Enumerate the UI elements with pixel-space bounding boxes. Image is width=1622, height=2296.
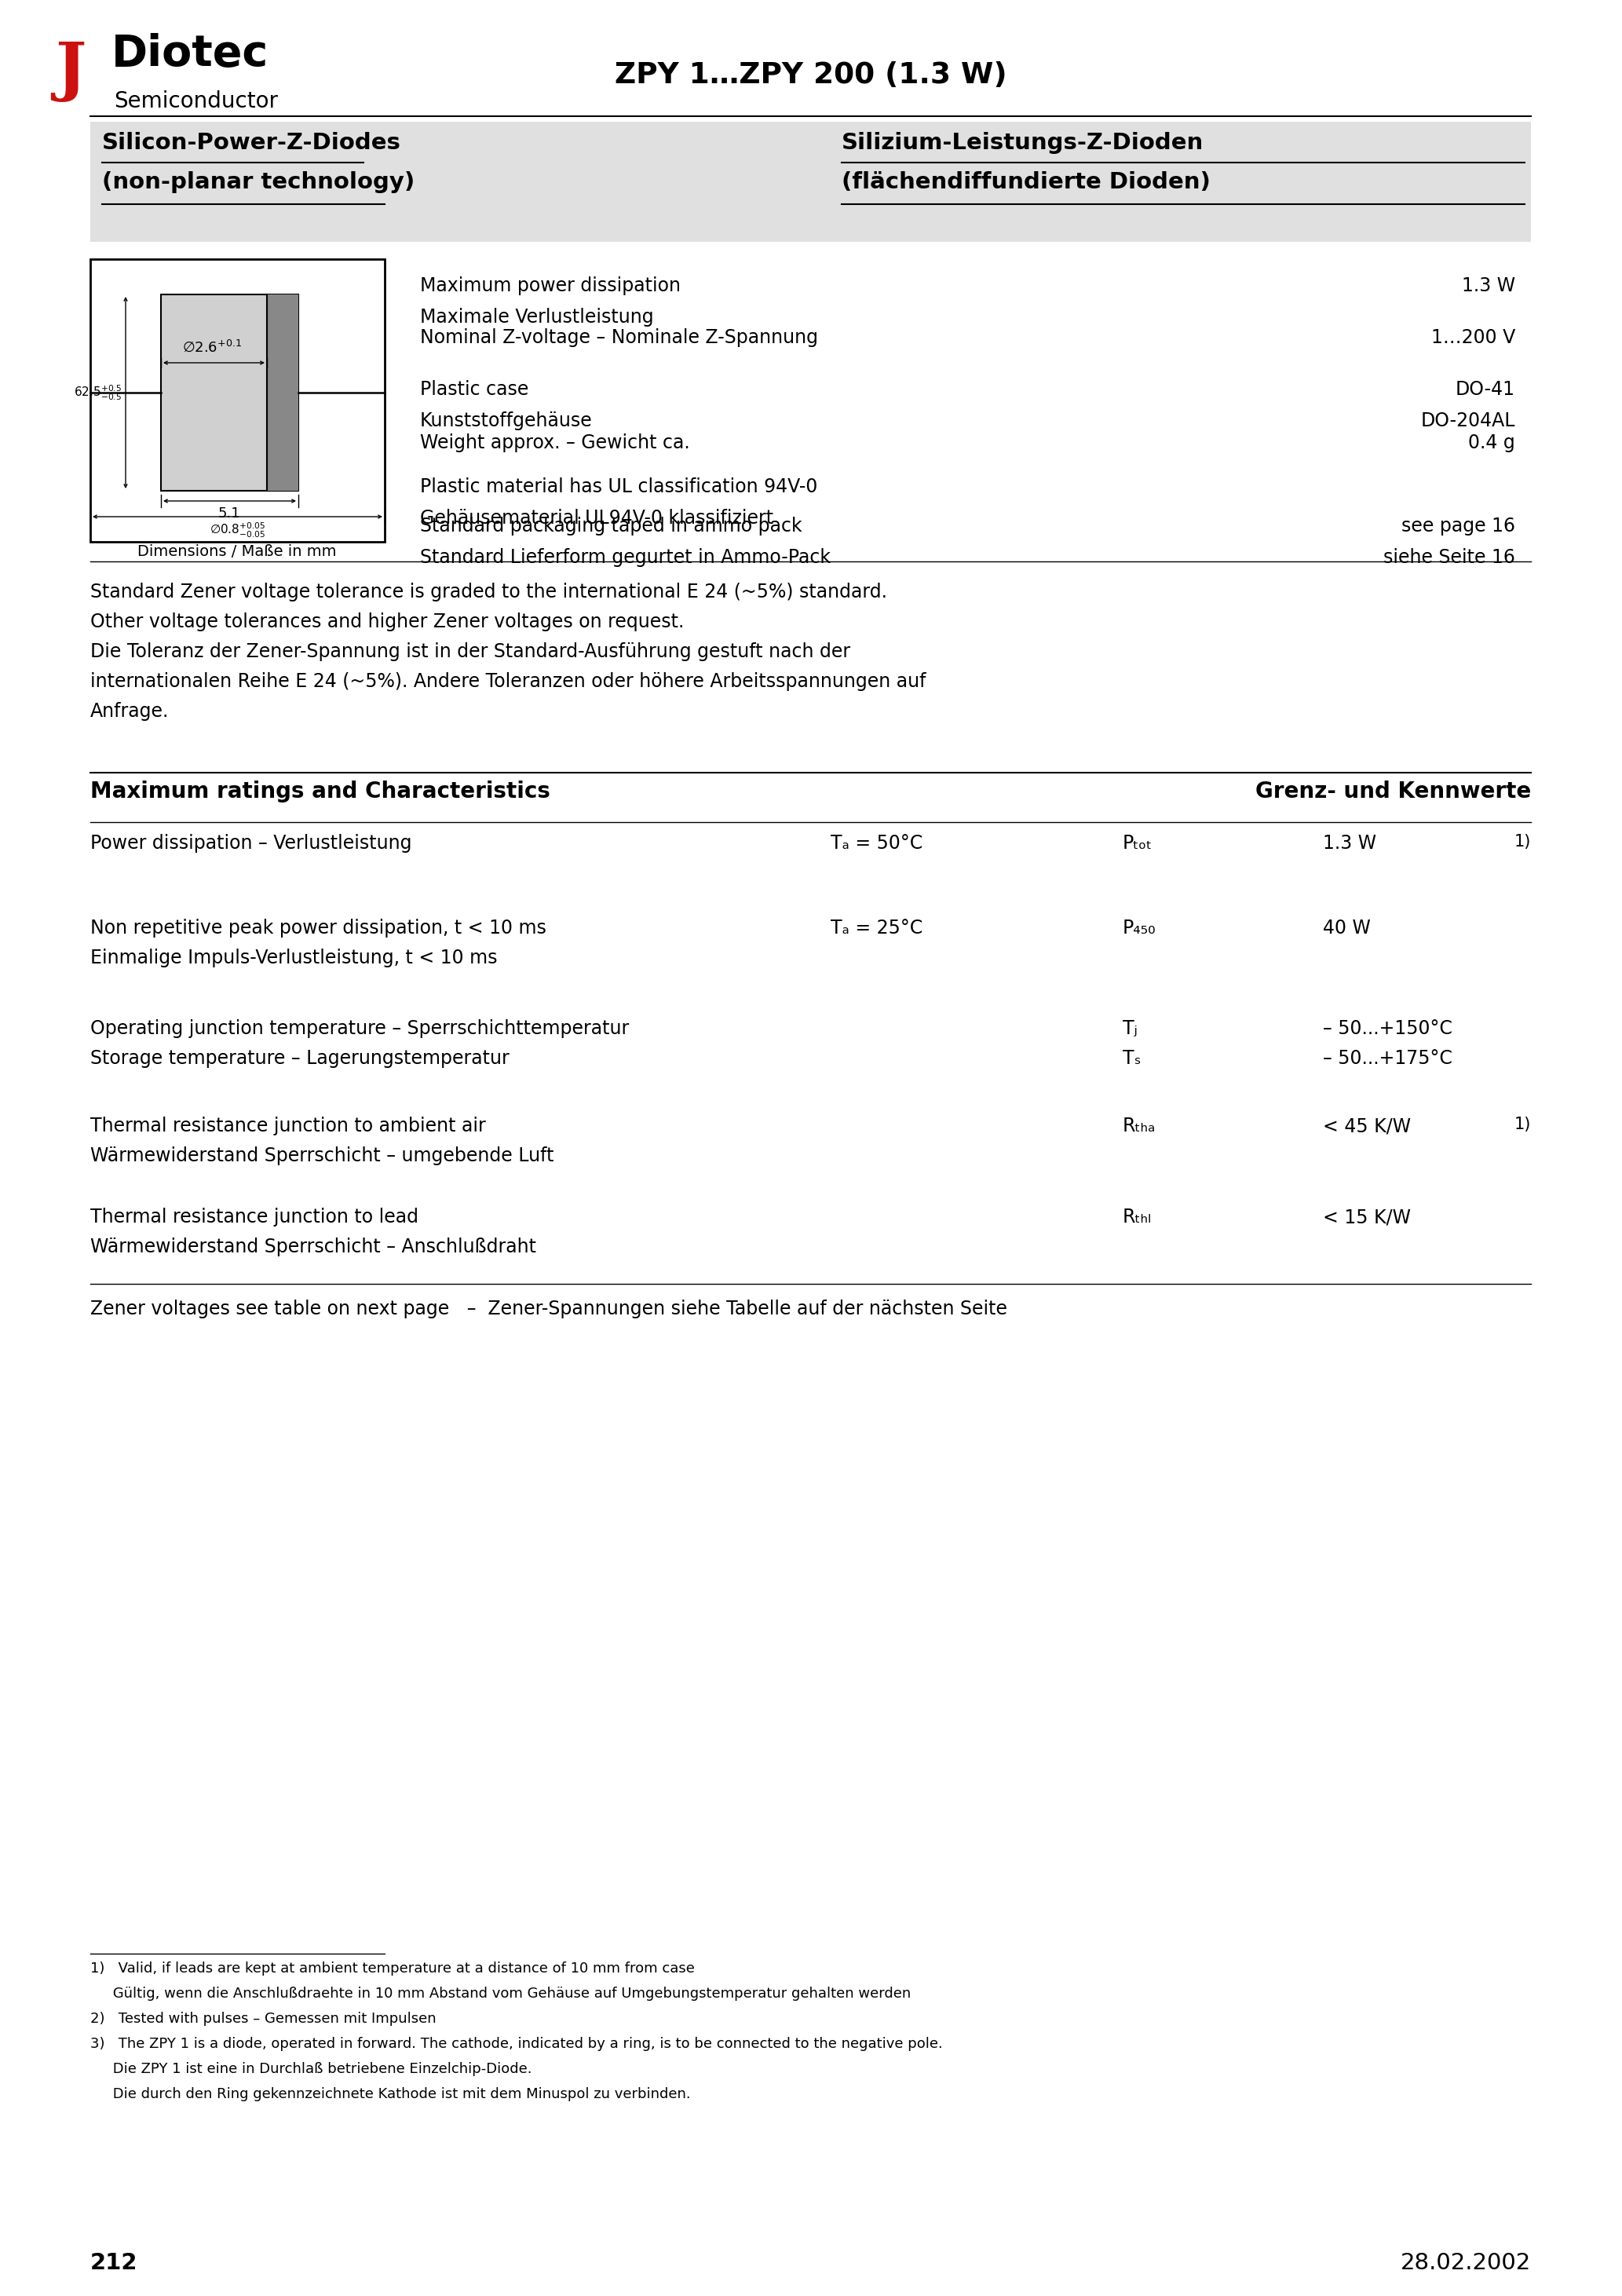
Text: Tₛ: Tₛ xyxy=(1122,1049,1140,1068)
Text: Non repetitive peak power dissipation, t < 10 ms: Non repetitive peak power dissipation, t… xyxy=(91,918,547,937)
Text: Gültig, wenn die Anschlußdraehte in 10 mm Abstand vom Gehäuse auf Umgebungstempe: Gültig, wenn die Anschlußdraehte in 10 m… xyxy=(91,1986,912,2000)
Text: Semiconductor: Semiconductor xyxy=(114,90,277,113)
Text: internationalen Reihe E 24 (~5%). Andere Toleranzen oder höhere Arbeitsspannunge: internationalen Reihe E 24 (~5%). Andere… xyxy=(91,673,926,691)
Text: Pₜₒₜ: Pₜₒₜ xyxy=(1122,833,1153,852)
Text: siehe Seite 16: siehe Seite 16 xyxy=(1384,549,1515,567)
Text: $\varnothing$2.6$^{+0.1}$: $\varnothing$2.6$^{+0.1}$ xyxy=(182,340,242,356)
Text: 62.5$^{+0.5}_{-0.5}$: 62.5$^{+0.5}_{-0.5}$ xyxy=(75,383,122,402)
Text: – 50...+175°C: – 50...+175°C xyxy=(1324,1049,1452,1068)
Text: ZPY 1…ZPY 200 (1.3 W): ZPY 1…ZPY 200 (1.3 W) xyxy=(615,62,1007,90)
Text: Power dissipation – Verlustleistung: Power dissipation – Verlustleistung xyxy=(91,833,412,852)
Text: Thermal resistance junction to ambient air: Thermal resistance junction to ambient a… xyxy=(91,1116,485,1137)
Text: Gehäusematerial UL94V-0 klassifiziert: Gehäusematerial UL94V-0 klassifiziert xyxy=(420,510,774,528)
Text: Anfrage.: Anfrage. xyxy=(91,703,169,721)
Text: (non-planar technology): (non-planar technology) xyxy=(102,172,415,193)
Bar xyxy=(161,294,298,491)
Text: Tⱼ: Tⱼ xyxy=(1122,1019,1137,1038)
Text: P₄₅₀: P₄₅₀ xyxy=(1122,918,1156,937)
Bar xyxy=(91,122,1531,241)
Text: Silicon-Power-Z-Diodes: Silicon-Power-Z-Diodes xyxy=(102,131,401,154)
Text: Plastic material has UL classification 94V-0: Plastic material has UL classification 9… xyxy=(420,478,817,496)
Text: 28.02.2002: 28.02.2002 xyxy=(1400,2252,1531,2273)
Text: Tₐ = 25°C: Tₐ = 25°C xyxy=(830,918,923,937)
Text: Grenz- und Kennwerte: Grenz- und Kennwerte xyxy=(1255,781,1531,804)
Text: 1.3 W: 1.3 W xyxy=(1324,833,1377,852)
Text: < 45 K/W: < 45 K/W xyxy=(1324,1116,1411,1137)
Text: DO-204AL: DO-204AL xyxy=(1421,411,1515,429)
Text: Maximale Verlustleistung: Maximale Verlustleistung xyxy=(420,308,654,326)
Text: 5.1: 5.1 xyxy=(217,507,240,521)
Text: Operating junction temperature – Sperrschichttemperatur: Operating junction temperature – Sperrsc… xyxy=(91,1019,629,1038)
Text: J: J xyxy=(55,39,86,101)
Text: Zener voltages see table on next page   –  Zener-Spannungen siehe Tabelle auf de: Zener voltages see table on next page – … xyxy=(91,1300,1007,1318)
Text: 40 W: 40 W xyxy=(1324,918,1371,937)
Text: Wärmewiderstand Sperrschicht – umgebende Luft: Wärmewiderstand Sperrschicht – umgebende… xyxy=(91,1146,553,1166)
Text: Silizium-Leistungs-Z-Dioden: Silizium-Leistungs-Z-Dioden xyxy=(842,131,1204,154)
Text: Storage temperature – Lagerungstemperatur: Storage temperature – Lagerungstemperatu… xyxy=(91,1049,509,1068)
Text: Einmalige Impuls-Verlustleistung, t < 10 ms: Einmalige Impuls-Verlustleistung, t < 10… xyxy=(91,948,498,967)
Text: 1.3 W: 1.3 W xyxy=(1461,276,1515,296)
Text: Maximum ratings and Characteristics: Maximum ratings and Characteristics xyxy=(91,781,550,804)
Text: 1): 1) xyxy=(1515,1116,1531,1132)
Text: Kunststoffgehäuse: Kunststoffgehäuse xyxy=(420,411,592,429)
Bar xyxy=(268,294,298,491)
Text: Dimensions / Maße in mm: Dimensions / Maße in mm xyxy=(138,544,337,560)
Text: Thermal resistance junction to lead: Thermal resistance junction to lead xyxy=(91,1208,418,1226)
Text: 1): 1) xyxy=(1515,833,1531,850)
Text: Standard packaging taped in ammo pack: Standard packaging taped in ammo pack xyxy=(420,517,801,535)
Text: 0.4 g: 0.4 g xyxy=(1468,434,1515,452)
Text: Weight approx. – Gewicht ca.: Weight approx. – Gewicht ca. xyxy=(420,434,689,452)
Text: 2)   Tested with pulses – Gemessen mit Impulsen: 2) Tested with pulses – Gemessen mit Imp… xyxy=(91,2011,436,2025)
Text: DO-41: DO-41 xyxy=(1455,381,1515,400)
Text: (flächendiffundierte Dioden): (flächendiffundierte Dioden) xyxy=(842,172,1210,193)
Text: Other voltage tolerances and higher Zener voltages on request.: Other voltage tolerances and higher Zene… xyxy=(91,613,684,631)
Text: Nominal Z-voltage – Nominale Z-Spannung: Nominal Z-voltage – Nominale Z-Spannung xyxy=(420,328,817,347)
Text: see page 16: see page 16 xyxy=(1401,517,1515,535)
Text: Die ZPY 1 ist eine in Durchlaß betriebene Einzelchip-Diode.: Die ZPY 1 ist eine in Durchlaß betrieben… xyxy=(91,2062,532,2076)
Bar xyxy=(91,259,384,542)
Text: Die durch den Ring gekennzeichnete Kathode ist mit dem Minuspol zu verbinden.: Die durch den Ring gekennzeichnete Katho… xyxy=(91,2087,691,2101)
Text: Rₜₕₐ: Rₜₕₐ xyxy=(1122,1116,1156,1137)
Text: Standard Lieferform gegurtet in Ammo-Pack: Standard Lieferform gegurtet in Ammo-Pac… xyxy=(420,549,830,567)
Text: Plastic case: Plastic case xyxy=(420,381,529,400)
Text: Maximum power dissipation: Maximum power dissipation xyxy=(420,276,681,296)
Text: Tₐ = 50°C: Tₐ = 50°C xyxy=(830,833,923,852)
Text: $\varnothing$0.8$^{+0.05}_{-0.05}$: $\varnothing$0.8$^{+0.05}_{-0.05}$ xyxy=(209,521,264,540)
Text: Standard Zener voltage tolerance is graded to the international E 24 (~5%) stand: Standard Zener voltage tolerance is grad… xyxy=(91,583,887,602)
Text: 1)   Valid, if leads are kept at ambient temperature at a distance of 10 mm from: 1) Valid, if leads are kept at ambient t… xyxy=(91,1961,694,1975)
Text: 212: 212 xyxy=(91,2252,138,2273)
Text: Diotec: Diotec xyxy=(112,32,269,76)
Text: 1…200 V: 1…200 V xyxy=(1431,328,1515,347)
Text: < 15 K/W: < 15 K/W xyxy=(1324,1208,1411,1226)
Text: Die Toleranz der Zener-Spannung ist in der Standard-Ausführung gestuft nach der: Die Toleranz der Zener-Spannung ist in d… xyxy=(91,643,850,661)
Text: Rₜₕₗ: Rₜₕₗ xyxy=(1122,1208,1152,1226)
Text: 3)   The ZPY 1 is a diode, operated in forward. The cathode, indicated by a ring: 3) The ZPY 1 is a diode, operated in for… xyxy=(91,2037,942,2050)
Text: – 50...+150°C: – 50...+150°C xyxy=(1324,1019,1452,1038)
Text: Wärmewiderstand Sperrschicht – Anschlußdraht: Wärmewiderstand Sperrschicht – Anschlußd… xyxy=(91,1238,537,1256)
